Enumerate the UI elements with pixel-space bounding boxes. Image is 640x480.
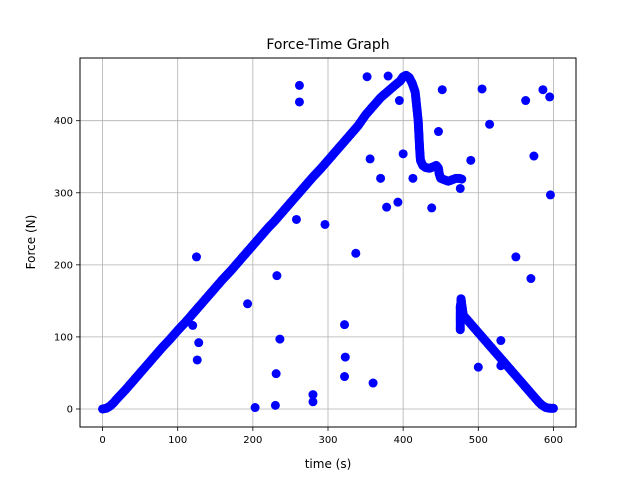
outlier-point: [340, 320, 350, 330]
outlier-point: [291, 214, 301, 224]
outlier-point: [365, 154, 375, 164]
outlier-point: [521, 96, 531, 106]
outlier-point: [191, 252, 201, 262]
y-tick-label: 300: [54, 188, 73, 199]
x-axis-ticks: 0 100 200 300 400 500 600: [99, 427, 563, 446]
outlier-point: [511, 252, 521, 262]
y-tick-label: 200: [54, 260, 73, 271]
outlier-point: [188, 320, 198, 330]
y-axis-label: Force (N): [24, 215, 38, 270]
outlier-point: [466, 155, 476, 165]
y-tick-label: 400: [54, 116, 73, 127]
outlier-point: [496, 361, 506, 371]
outlier-point: [308, 390, 318, 400]
outlier-point: [383, 71, 393, 81]
outlier-point: [340, 352, 350, 362]
y-tick-label: 0: [67, 404, 73, 415]
chart-title: Force-Time Graph: [266, 37, 389, 53]
main-curve-point: [457, 174, 467, 184]
outlier-point: [398, 149, 408, 159]
outlier-point: [427, 203, 437, 213]
lower-curve-point: [548, 403, 558, 413]
outlier-point: [194, 338, 204, 348]
y-axis-ticks: 0 100 200 300 400: [54, 116, 80, 415]
outlier-point: [529, 151, 539, 161]
x-tick-label: 200: [243, 435, 262, 446]
outlier-point: [545, 190, 555, 200]
outlier-point: [320, 219, 330, 229]
x-tick-label: 600: [544, 435, 563, 446]
outlier-point: [250, 403, 260, 413]
outlier-point: [272, 271, 282, 281]
outlier-point: [394, 96, 404, 106]
y-tick-label: 100: [54, 332, 73, 343]
outlier-point: [376, 173, 386, 183]
outlier-point: [496, 336, 506, 346]
outlier-point: [340, 372, 350, 382]
outlier-point: [473, 362, 483, 372]
outlier-point: [455, 183, 465, 193]
outlier-point: [382, 202, 392, 212]
outlier-point: [477, 84, 487, 94]
outlier-point: [408, 173, 418, 183]
x-tick-label: 500: [469, 435, 488, 446]
outlier-point: [351, 248, 361, 258]
outlier-point: [437, 85, 447, 95]
outlier-point: [192, 355, 202, 365]
x-tick-label: 100: [168, 435, 187, 446]
outlier-point: [243, 299, 253, 309]
outlier-point: [433, 127, 443, 137]
x-tick-label: 0: [99, 435, 105, 446]
data-points: [98, 70, 558, 414]
outlier-point: [308, 397, 318, 407]
outlier-point: [545, 92, 555, 102]
outlier-point: [368, 378, 378, 388]
outlier-point: [275, 334, 285, 344]
outlier-point: [393, 197, 403, 207]
x-tick-label: 400: [394, 435, 413, 446]
x-tick-label: 300: [318, 435, 337, 446]
outlier-point: [271, 369, 281, 379]
outlier-point: [526, 274, 536, 284]
outlier-point: [294, 80, 304, 90]
outlier-point: [485, 119, 495, 129]
outlier-point: [294, 97, 304, 107]
outlier-point: [270, 400, 280, 410]
outlier-point: [362, 72, 372, 82]
outlier-point: [538, 85, 548, 95]
x-axis-label: time (s): [305, 457, 352, 471]
